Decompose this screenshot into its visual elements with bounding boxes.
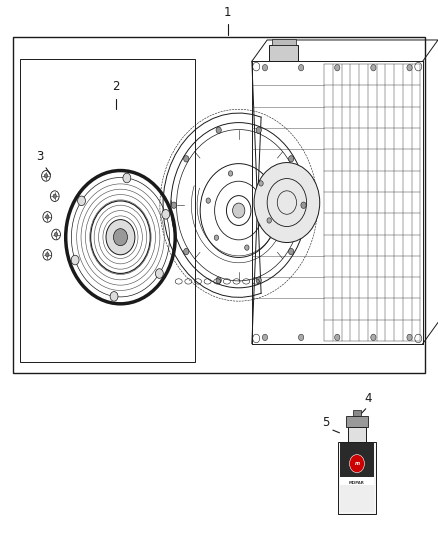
Bar — [340, 478, 374, 487]
Circle shape — [228, 171, 233, 176]
Circle shape — [289, 156, 294, 162]
Text: MOPAR: MOPAR — [349, 481, 365, 485]
Circle shape — [171, 202, 177, 208]
Bar — [272, 39, 296, 45]
Text: 5: 5 — [323, 416, 330, 429]
Circle shape — [123, 173, 131, 183]
Circle shape — [46, 253, 49, 257]
Circle shape — [46, 215, 49, 219]
Circle shape — [407, 334, 412, 341]
Circle shape — [44, 174, 48, 178]
Bar — [338, 442, 375, 514]
Circle shape — [299, 64, 304, 71]
Bar — [346, 416, 368, 427]
Circle shape — [110, 292, 118, 301]
Circle shape — [113, 229, 127, 246]
Circle shape — [262, 64, 268, 71]
Circle shape — [299, 334, 304, 341]
Circle shape — [216, 127, 221, 133]
Circle shape — [155, 269, 163, 278]
Circle shape — [53, 194, 57, 198]
Bar — [348, 427, 366, 442]
Circle shape — [371, 334, 376, 341]
Circle shape — [233, 203, 245, 218]
Circle shape — [78, 196, 85, 206]
Circle shape — [162, 209, 170, 219]
Circle shape — [335, 64, 340, 71]
Circle shape — [256, 127, 261, 133]
Circle shape — [245, 245, 249, 251]
Circle shape — [206, 198, 210, 203]
Circle shape — [267, 218, 272, 223]
Circle shape — [335, 334, 340, 341]
Circle shape — [259, 181, 263, 186]
Circle shape — [216, 277, 221, 284]
Bar — [353, 410, 361, 416]
Circle shape — [262, 334, 268, 341]
Circle shape — [184, 248, 189, 255]
Circle shape — [301, 202, 306, 208]
Circle shape — [106, 220, 135, 255]
Bar — [269, 45, 298, 61]
Bar — [20, 59, 195, 362]
Bar — [340, 486, 374, 512]
Bar — [340, 443, 374, 477]
Circle shape — [289, 248, 294, 255]
Circle shape — [254, 163, 320, 243]
Circle shape — [256, 277, 261, 284]
Circle shape — [214, 235, 219, 240]
Bar — [13, 37, 425, 373]
Text: 4: 4 — [364, 392, 372, 405]
Circle shape — [54, 232, 58, 237]
Circle shape — [350, 455, 364, 473]
Circle shape — [407, 64, 412, 71]
Text: m: m — [354, 461, 360, 466]
Text: 1: 1 — [224, 6, 232, 19]
Text: 3: 3 — [36, 150, 43, 163]
Circle shape — [371, 64, 376, 71]
Circle shape — [71, 255, 79, 265]
Circle shape — [184, 156, 189, 162]
Text: 2: 2 — [112, 80, 120, 93]
